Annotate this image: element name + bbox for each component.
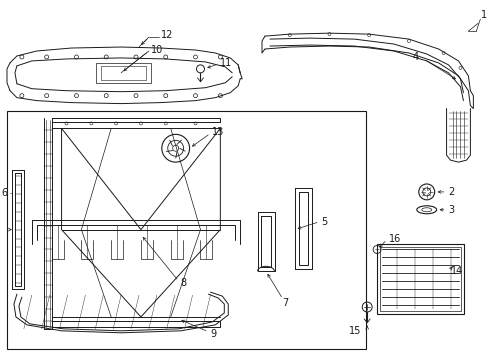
Text: 14: 14 bbox=[450, 266, 463, 276]
Bar bbox=[101, 66, 146, 80]
Text: 7: 7 bbox=[282, 298, 288, 308]
Text: 12: 12 bbox=[161, 30, 173, 40]
Text: 5: 5 bbox=[321, 217, 328, 227]
Text: 2: 2 bbox=[448, 187, 455, 197]
Text: 10: 10 bbox=[151, 45, 163, 55]
Text: 6: 6 bbox=[2, 188, 8, 198]
Text: 8: 8 bbox=[181, 278, 187, 288]
Text: 13: 13 bbox=[212, 127, 224, 138]
Bar bbox=[380, 247, 462, 311]
Text: 9: 9 bbox=[210, 329, 217, 339]
Bar bbox=[377, 244, 465, 314]
Text: 11: 11 bbox=[220, 58, 233, 68]
Text: 4: 4 bbox=[413, 52, 419, 62]
Bar bbox=[7, 111, 366, 349]
Text: 1: 1 bbox=[481, 10, 488, 20]
Text: 15: 15 bbox=[349, 326, 361, 336]
Bar bbox=[97, 63, 151, 83]
Text: 16: 16 bbox=[389, 234, 401, 244]
Text: 3: 3 bbox=[448, 205, 455, 215]
